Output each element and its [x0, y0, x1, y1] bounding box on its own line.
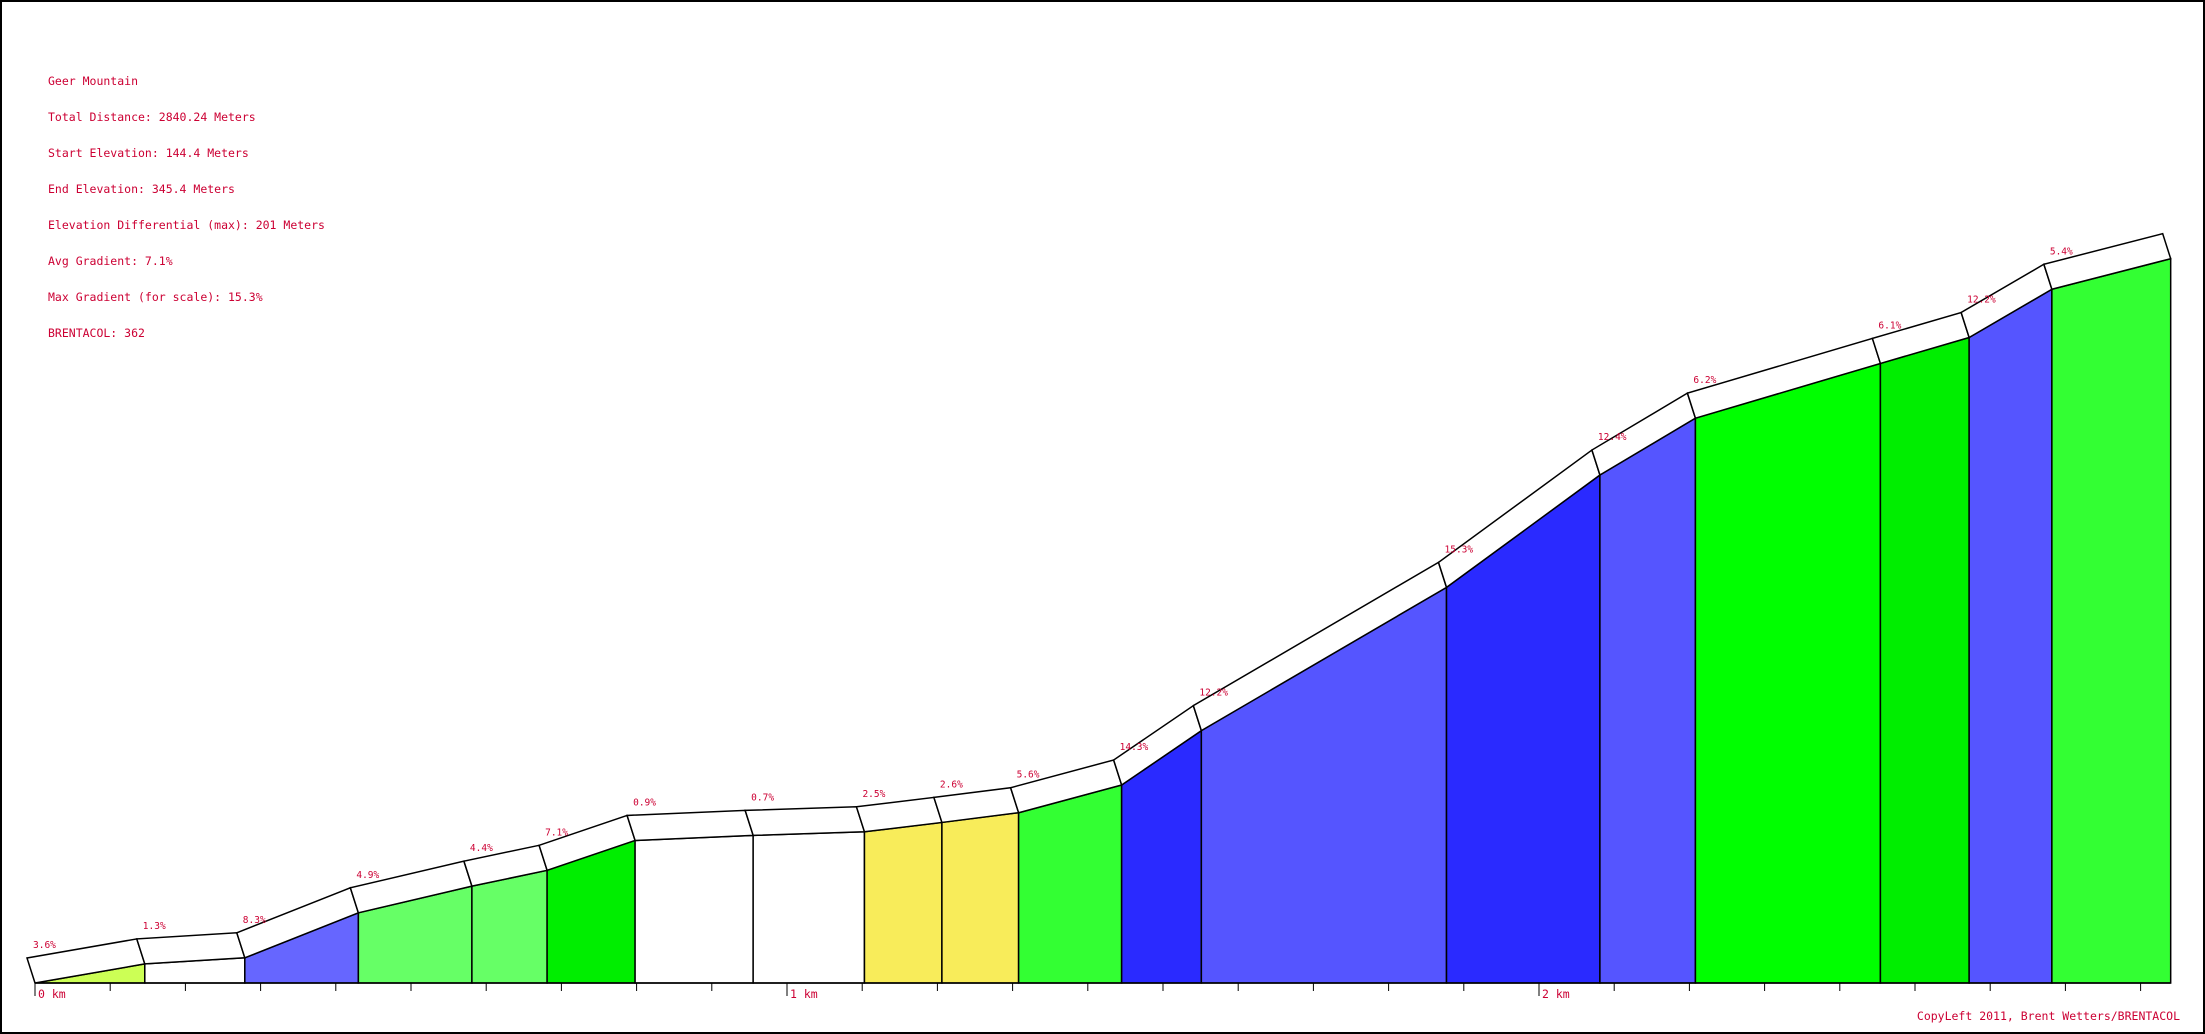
max-gradient: Max Gradient (for scale): 15.3%: [48, 290, 263, 304]
gradient-label: 2.5%: [862, 789, 885, 800]
brentacol-score: BRENTACOL: 362: [48, 326, 145, 340]
gradient-label: 12.4%: [1598, 432, 1627, 443]
gradient-label: 6.2%: [1693, 375, 1716, 386]
gradient-label: 5.6%: [1017, 770, 1040, 781]
segment-fill: [863, 821, 943, 984]
segment-fill: [1879, 336, 1970, 984]
road-ribbon-segment: [626, 809, 755, 842]
segment-fill: [1017, 784, 1123, 984]
avg-gradient: Avg Gradient: 7.1%: [48, 254, 173, 268]
segment-fill: [2051, 257, 2172, 984]
road-ribbon: [26, 232, 2172, 984]
gradient-label: 12.2%: [1199, 688, 1228, 699]
road-ribbon-segment: [744, 806, 866, 837]
gradient-label: 0.9%: [633, 797, 656, 808]
climb-name: Geer Mountain: [48, 74, 139, 88]
elevation-differential: Elevation Differential (max): 201 Meters: [48, 218, 325, 232]
gradient-label: 6.1%: [1878, 320, 1901, 331]
gradient-labels: 3.6% 1.3% 8.3% 4.9% 4.4% 7.1% 0.9% 0.7% 2.5% 2.6%…: [33, 246, 2073, 951]
gradient-label: 3.6%: [33, 940, 56, 951]
gradient-label: 0.7%: [751, 792, 774, 803]
segment-fill: [752, 831, 866, 984]
x-tick-label: 2 km: [1542, 987, 1570, 1001]
gradient-label: 14.3%: [1120, 742, 1149, 753]
segment-fill: [1694, 362, 1882, 984]
x-tick-label: 1 km: [790, 987, 818, 1001]
x-axis: 0 km 1 km 2 km: [34, 982, 2171, 1001]
segment-fill: [1968, 287, 2053, 984]
segment-fills: [34, 257, 2172, 984]
gradient-label: 1.3%: [143, 921, 166, 932]
gradient-label: 4.9%: [356, 870, 379, 881]
gradient-label: 12.2%: [1967, 295, 1996, 306]
end-elevation: End Elevation: 345.4 Meters: [48, 182, 235, 196]
gradient-label: 4.4%: [470, 843, 493, 854]
x-tick-label: 0 km: [38, 987, 66, 1001]
climb-info-panel: Geer Mountain Total Distance: 2840.24 Me…: [48, 51, 325, 351]
segment-fill: [634, 834, 754, 984]
segment-fill: [1599, 416, 1697, 984]
total-distance: Total Distance: 2840.24 Meters: [48, 110, 256, 124]
gradient-label: 2.6%: [940, 779, 963, 790]
gradient-label: 7.1%: [545, 827, 568, 838]
road-ribbon-segment: [2042, 232, 2172, 291]
road-ribbon-segment: [135, 932, 246, 965]
copyright-notice: CopyLeft 2011, Brent Wetters/BRENTACOL: [1916, 1009, 2180, 1023]
segment-fill: [941, 811, 1020, 984]
start-elevation: Start Elevation: 144.4 Meters: [48, 146, 249, 160]
segment-fill: [471, 869, 548, 984]
gradient-label: 8.3%: [243, 915, 266, 926]
gradient-label: 15.3%: [1445, 544, 1474, 555]
gradient-label: 5.4%: [2050, 246, 2073, 257]
